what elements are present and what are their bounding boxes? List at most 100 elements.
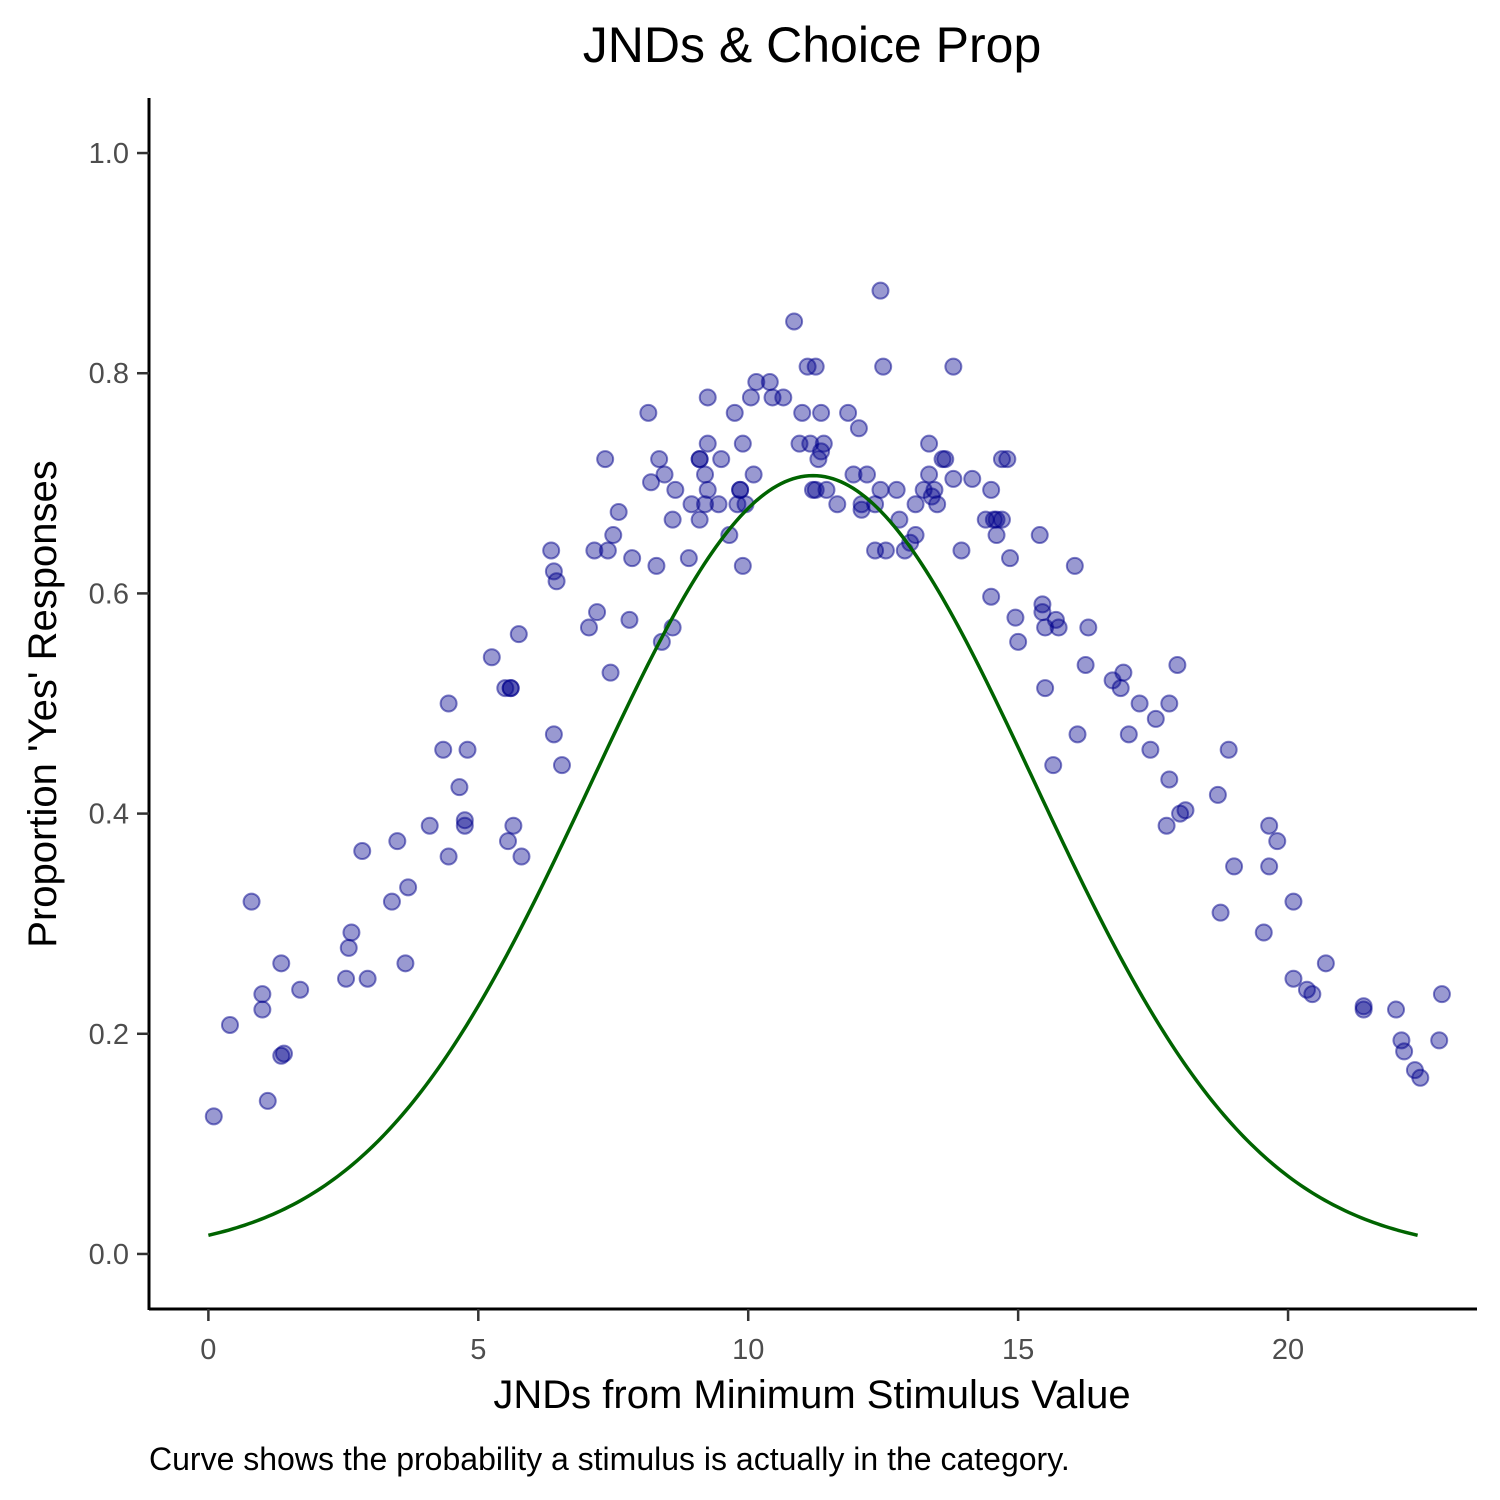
data-point: [733, 434, 752, 453]
y-tick-label: 0.4: [89, 799, 129, 831]
data-point: [814, 434, 833, 453]
data-point: [1111, 679, 1130, 698]
data-point: [890, 510, 909, 529]
data-point: [1036, 679, 1055, 698]
data-point: [552, 756, 571, 775]
data-point: [1006, 608, 1025, 627]
data-point: [596, 450, 615, 469]
data-point: [793, 403, 812, 422]
data-point: [339, 938, 358, 957]
data-point: [982, 587, 1001, 606]
data-point: [342, 923, 361, 942]
category-probability-curve: [207, 473, 1419, 1238]
data-point: [358, 969, 377, 988]
data-point: [698, 434, 717, 453]
data-point: [434, 740, 453, 759]
data-point: [620, 610, 639, 629]
data-point: [998, 450, 1017, 469]
data-point: [655, 465, 674, 484]
data-point: [725, 403, 744, 422]
data-point: [1160, 770, 1179, 789]
data-point: [982, 480, 1001, 499]
data-point: [512, 847, 531, 866]
x-tick-label: 10: [732, 1334, 764, 1366]
data-point: [849, 419, 868, 438]
data-point: [760, 373, 779, 392]
data-point: [399, 878, 418, 897]
x-tick-label: 20: [1272, 1334, 1304, 1366]
data-point: [439, 847, 458, 866]
data-point: [992, 510, 1011, 529]
data-point: [690, 450, 709, 469]
data-point: [817, 480, 836, 499]
data-point: [992, 450, 1011, 469]
data-point: [1030, 526, 1049, 545]
data-point: [642, 473, 661, 492]
data-point: [382, 892, 401, 911]
data-point: [876, 541, 895, 560]
data-point: [396, 954, 415, 973]
y-axis-title: Proportion 'Yes' Responses: [21, 460, 65, 947]
data-point: [291, 980, 310, 999]
y-tick-label: 0.0: [89, 1239, 129, 1271]
data-point: [806, 357, 825, 376]
data-point: [609, 502, 628, 521]
chart-title: JNDs & Choice Prop: [583, 17, 1042, 73]
data-point: [220, 1015, 239, 1034]
data-point: [747, 373, 766, 392]
data-point: [906, 495, 925, 514]
data-point: [650, 450, 669, 469]
data-point: [774, 388, 793, 407]
data-point: [682, 495, 701, 514]
data-point: [1141, 740, 1160, 759]
data-point: [1079, 618, 1098, 637]
data-point: [1065, 556, 1084, 575]
data-point: [936, 450, 955, 469]
data-point: [450, 778, 469, 797]
data-point: [258, 1091, 277, 1110]
data-point: [679, 549, 698, 568]
data-point: [1354, 997, 1373, 1016]
data-point: [1009, 632, 1028, 651]
data-point: [579, 618, 598, 637]
data-point: [501, 679, 520, 698]
data-point: [253, 1000, 272, 1019]
data-point: [1219, 740, 1238, 759]
data-point: [744, 465, 763, 484]
data-point: [785, 312, 804, 331]
x-tick-label: 15: [1002, 1334, 1034, 1366]
data-point: [906, 526, 925, 545]
data-point: [504, 816, 523, 835]
data-point: [887, 480, 906, 499]
y-tick-label: 1.0: [89, 138, 129, 170]
y-tick-label: 0.6: [89, 578, 129, 610]
data-point: [871, 281, 890, 300]
data-point: [1157, 816, 1176, 835]
data-point: [337, 969, 356, 988]
data-point: [928, 495, 947, 514]
data-point: [1316, 954, 1335, 973]
data-point: [987, 526, 1006, 545]
y-tick-label: 0.2: [89, 1019, 129, 1051]
data-point: [1432, 985, 1451, 1004]
data-point: [253, 985, 272, 1004]
data-point: [963, 469, 982, 488]
data-point: [690, 510, 709, 529]
data-point: [1049, 618, 1068, 637]
data-point: [542, 541, 561, 560]
data-point: [1268, 832, 1287, 851]
data-point: [1068, 725, 1087, 744]
data-point: [458, 740, 477, 759]
data-point: [944, 357, 963, 376]
data-point: [1076, 655, 1095, 674]
data-point: [588, 603, 607, 622]
data-point: [1119, 725, 1138, 744]
data-point: [812, 403, 831, 422]
plot-area: [204, 281, 1451, 1238]
data-point: [1260, 816, 1279, 835]
data-point: [439, 694, 458, 713]
data-point: [353, 842, 372, 861]
y-tick-label: 0.8: [89, 358, 129, 390]
data-point: [272, 954, 291, 973]
